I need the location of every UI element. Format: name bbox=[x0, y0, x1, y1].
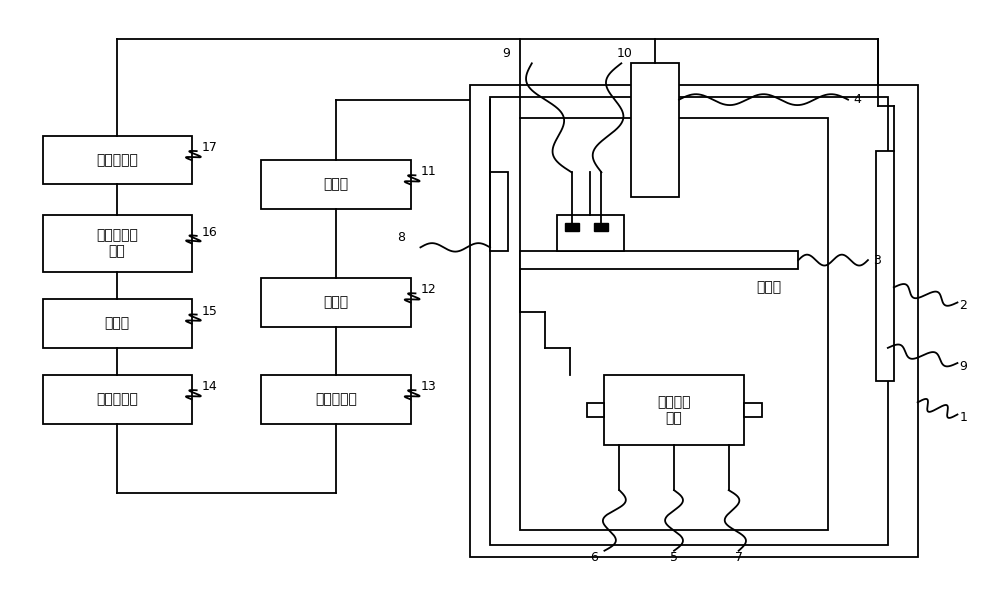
Bar bbox=[43, 375, 192, 423]
Text: 8: 8 bbox=[398, 232, 406, 244]
Bar bbox=[557, 214, 624, 251]
Text: 1: 1 bbox=[959, 411, 967, 424]
Bar bbox=[565, 222, 579, 231]
Bar bbox=[490, 172, 508, 251]
Bar bbox=[43, 299, 192, 348]
Text: 放大器: 放大器 bbox=[105, 316, 130, 331]
Text: 13: 13 bbox=[420, 380, 436, 393]
Bar bbox=[744, 403, 762, 417]
Text: 11: 11 bbox=[420, 166, 436, 178]
Text: 7: 7 bbox=[735, 551, 743, 564]
Bar bbox=[520, 251, 798, 269]
Text: 滤波器: 滤波器 bbox=[323, 296, 348, 310]
Bar bbox=[876, 151, 894, 381]
Text: 14: 14 bbox=[202, 380, 217, 393]
Text: 10: 10 bbox=[616, 47, 632, 60]
Text: 压控衰减器: 压控衰减器 bbox=[96, 153, 138, 167]
Bar bbox=[261, 160, 411, 208]
Text: 9: 9 bbox=[959, 359, 967, 373]
Text: 16: 16 bbox=[202, 226, 217, 239]
Text: 5: 5 bbox=[670, 551, 678, 564]
Text: 蓝宝石微
波腔: 蓝宝石微 波腔 bbox=[657, 395, 691, 425]
Text: 真空室: 真空室 bbox=[756, 280, 781, 295]
Text: 17: 17 bbox=[202, 141, 218, 154]
Bar bbox=[587, 403, 604, 417]
Text: 手动移相器: 手动移相器 bbox=[96, 392, 138, 406]
Bar bbox=[594, 222, 608, 231]
Bar bbox=[490, 97, 888, 544]
Bar bbox=[43, 136, 192, 185]
Bar bbox=[261, 278, 411, 327]
Text: 6: 6 bbox=[591, 551, 598, 564]
Text: 9: 9 bbox=[502, 47, 510, 60]
Text: 15: 15 bbox=[202, 305, 218, 318]
Bar bbox=[604, 375, 744, 445]
Text: 压控移相器: 压控移相器 bbox=[315, 392, 357, 406]
Bar bbox=[261, 375, 411, 423]
Text: 4: 4 bbox=[853, 93, 861, 106]
Text: 2: 2 bbox=[959, 299, 967, 312]
Bar bbox=[631, 64, 679, 197]
Text: 隔离器: 隔离器 bbox=[323, 177, 348, 191]
Text: 3: 3 bbox=[873, 254, 881, 266]
Bar bbox=[470, 84, 918, 557]
Text: 12: 12 bbox=[420, 284, 436, 296]
Bar bbox=[520, 118, 828, 530]
Text: 外部定向耦
合器: 外部定向耦 合器 bbox=[96, 229, 138, 258]
Bar bbox=[43, 214, 192, 273]
